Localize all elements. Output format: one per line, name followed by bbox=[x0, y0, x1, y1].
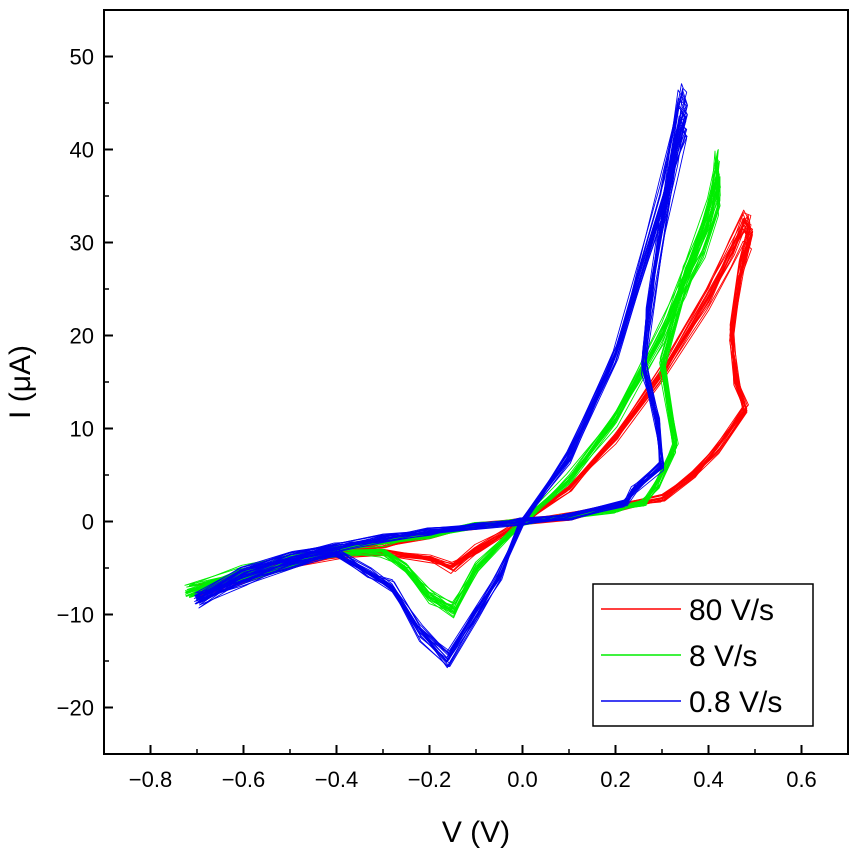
y-tick-label: 20 bbox=[70, 324, 94, 349]
legend-label: 8 V/s bbox=[689, 640, 757, 673]
x-tick-label: 0.4 bbox=[693, 767, 724, 792]
series-line bbox=[184, 170, 721, 607]
series-line bbox=[184, 178, 720, 610]
legend-box bbox=[592, 583, 814, 727]
series-line bbox=[189, 185, 720, 604]
x-tick-label: 0.0 bbox=[507, 767, 538, 792]
y-tick-label: −20 bbox=[57, 696, 94, 721]
series-line bbox=[194, 112, 687, 663]
series-line bbox=[185, 173, 720, 606]
legend: 80 V/s 8 V/s 0.8 V/s bbox=[592, 583, 814, 727]
series-0-8-v-s bbox=[193, 83, 688, 669]
series-line bbox=[195, 89, 686, 669]
series-line bbox=[186, 174, 718, 608]
y-tick-label: 10 bbox=[70, 417, 94, 442]
x-tick-label: −0.8 bbox=[129, 767, 172, 792]
series-line bbox=[193, 97, 687, 663]
series-line bbox=[195, 230, 749, 589]
series-line bbox=[188, 187, 719, 608]
x-axis-title: V (V) bbox=[442, 816, 510, 849]
series-8-v-s bbox=[184, 149, 721, 619]
series-line bbox=[199, 115, 685, 660]
legend-label: 0.8 V/s bbox=[689, 686, 782, 719]
y-tick-label: 0 bbox=[82, 510, 94, 535]
series-layer bbox=[184, 83, 754, 669]
series-line bbox=[184, 177, 721, 611]
x-tick-label: 0.6 bbox=[786, 767, 817, 792]
series-line bbox=[185, 169, 719, 609]
series-line bbox=[195, 95, 688, 664]
x-tick-label: 0.2 bbox=[600, 767, 631, 792]
series-line bbox=[196, 89, 688, 662]
legend-label: 80 V/s bbox=[689, 594, 774, 627]
axis-ticks: −0.8 −0.6 −0.4 −0.2 0.0 0.2 0.4 0.6 −20 −10 0 10 20 3… bbox=[57, 45, 817, 793]
series-line bbox=[198, 227, 749, 590]
y-axis-title: I (μA) bbox=[4, 345, 37, 419]
x-tick-label: −0.2 bbox=[408, 767, 451, 792]
series-line bbox=[195, 106, 687, 661]
x-tick-label: −0.4 bbox=[315, 767, 358, 792]
y-tick-label: 40 bbox=[70, 138, 94, 163]
y-tick-label: 30 bbox=[70, 231, 94, 256]
series-line bbox=[199, 87, 688, 667]
y-tick-label: −10 bbox=[57, 603, 94, 628]
y-tick-label: 50 bbox=[70, 45, 94, 70]
series-line bbox=[194, 128, 688, 656]
series-line bbox=[188, 163, 721, 614]
series-line bbox=[186, 179, 720, 604]
series-line bbox=[189, 160, 720, 615]
x-tick-label: −0.6 bbox=[222, 767, 265, 792]
series-line bbox=[187, 176, 721, 612]
series-line bbox=[194, 92, 688, 668]
series-line bbox=[198, 99, 688, 663]
